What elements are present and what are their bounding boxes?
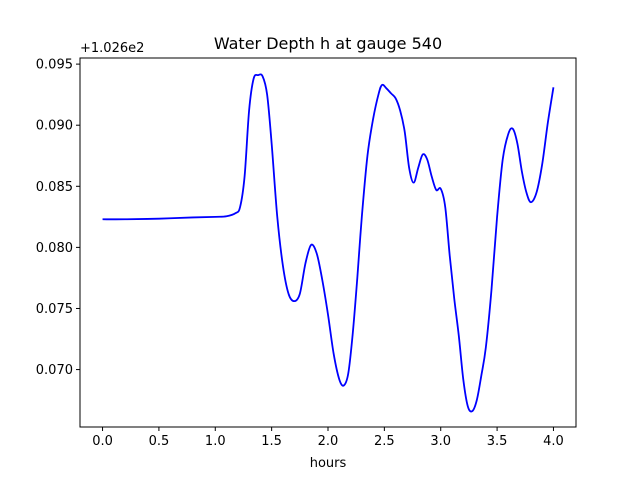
x-tick-label: 2.5 [374, 434, 395, 449]
series-line-water-depth [102, 73, 555, 413]
axes-frame [79, 57, 577, 428]
y-tick-label: 0.080 [36, 241, 73, 256]
x-tick-label: 0.0 [92, 434, 113, 449]
x-tick-label: 0.5 [149, 434, 170, 449]
chart-title: Water Depth h at gauge 540 [214, 34, 442, 53]
y-tick-label: 0.085 [36, 180, 73, 195]
x-tick-label: 1.0 [205, 434, 226, 449]
x-axis-label: hours [310, 456, 347, 471]
y-axis-offset-label: +1.026e2 [80, 41, 144, 56]
x-tick-label: 3.5 [487, 434, 508, 449]
y-tick-label: 0.075 [36, 302, 73, 317]
x-tick-label: 1.5 [261, 434, 282, 449]
x-tick-label: 2.0 [318, 434, 339, 449]
x-tick-label: 3.0 [430, 434, 451, 449]
y-tick-label: 0.090 [36, 119, 73, 134]
x-tick-label: 4.0 [543, 434, 564, 449]
axis-layer: 0.0 0.5 1.0 1.5 2.0 2.5 3.0 3.5 4.0 0.070 0.075 0.0… [36, 58, 564, 449]
y-tick-label: 0.070 [36, 363, 73, 378]
plot-layer [102, 73, 555, 413]
y-tick-label: 0.095 [36, 58, 73, 73]
